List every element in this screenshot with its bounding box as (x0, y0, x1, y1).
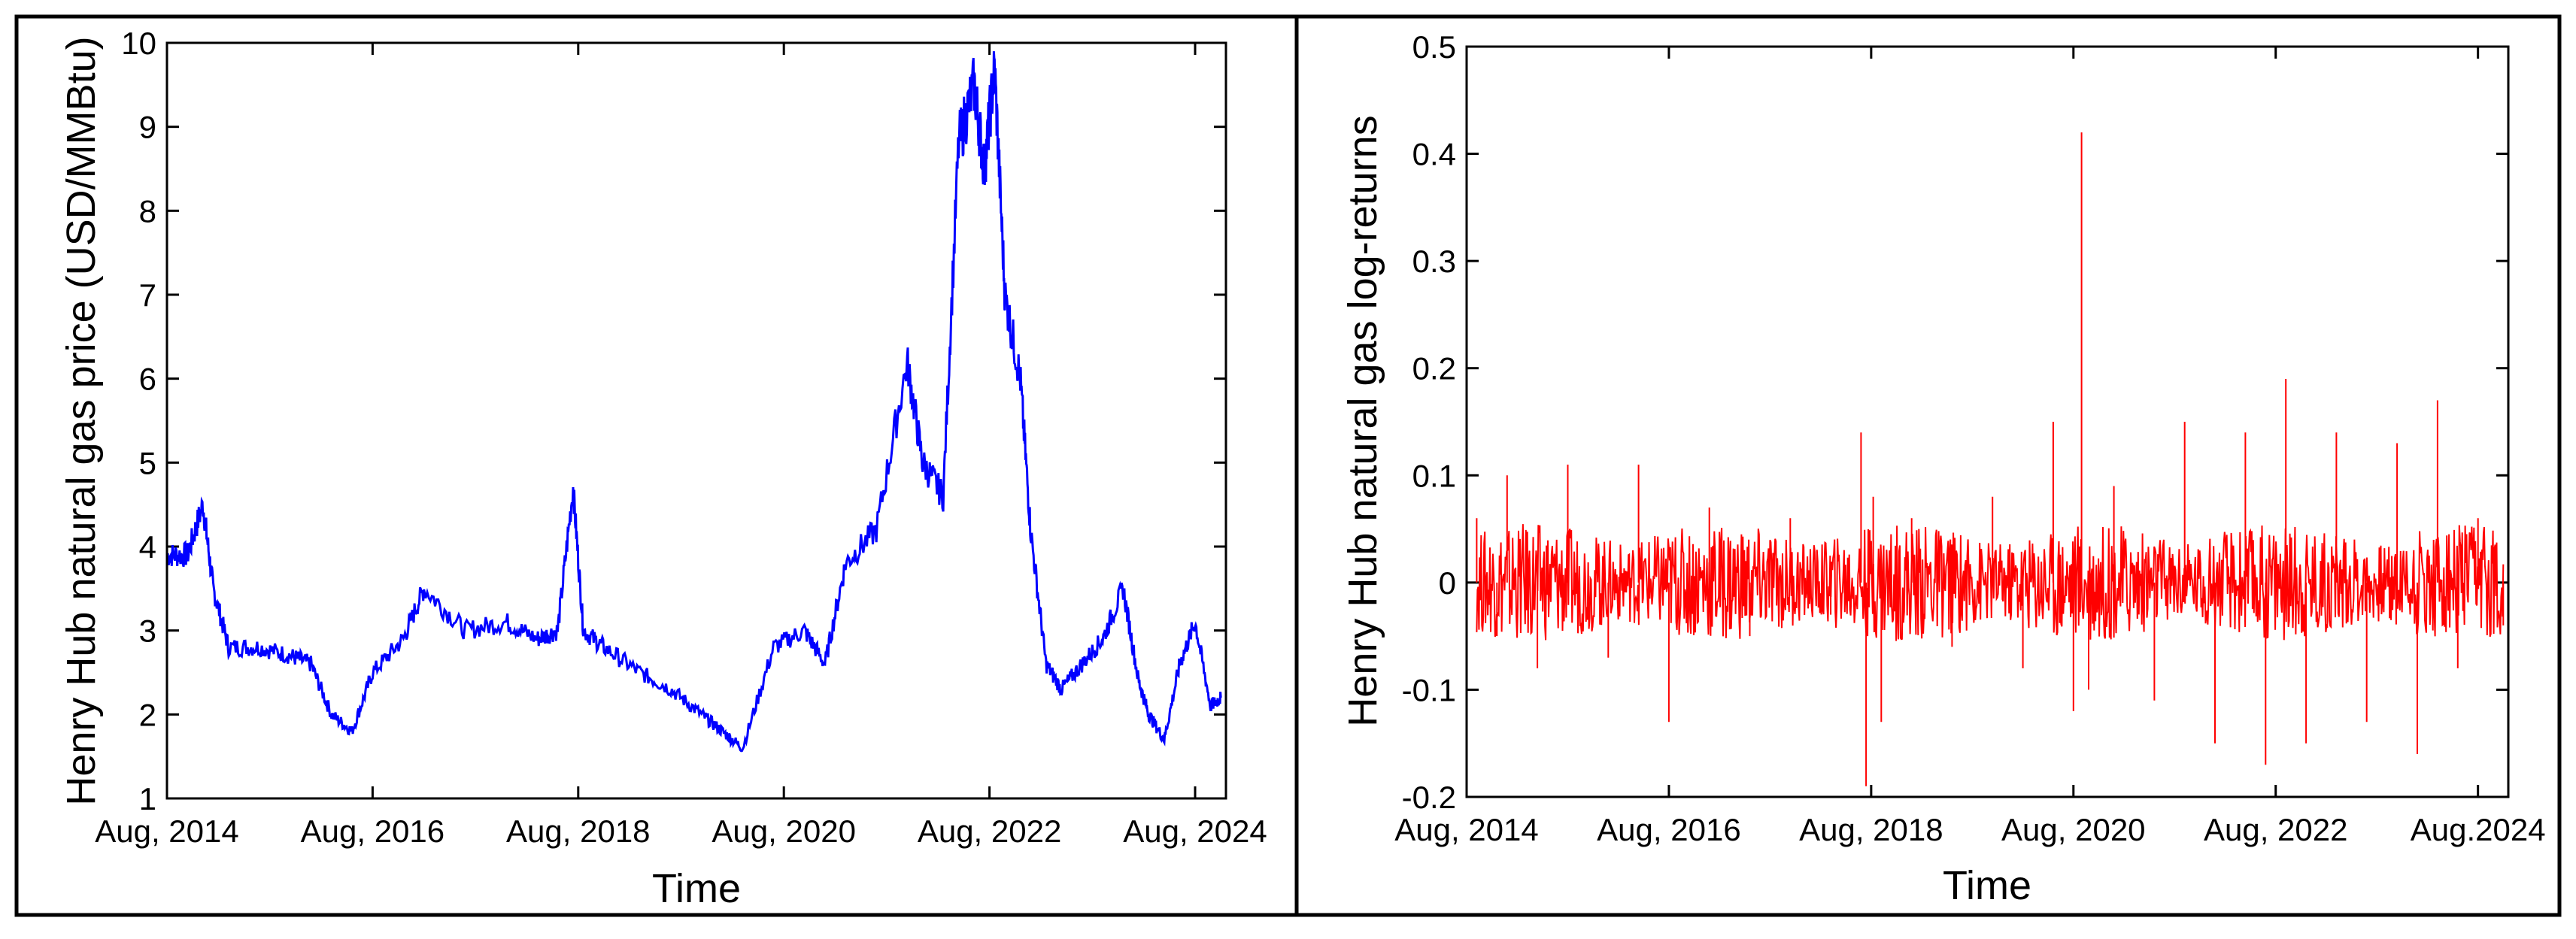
log-returns-x-axis-title: Time (1943, 863, 2031, 908)
price-ytick-label: 5 (139, 445, 156, 480)
price-xtick-label: Aug, 2014 (95, 813, 239, 849)
log-returns-chart: -0.2 -0.1 0 0.1 0.2 0.3 0.4 0.5 Aug, 2014 Aug, 20… (1340, 29, 2546, 908)
log-returns-ytick-label: 0.1 (1412, 458, 1456, 493)
log-returns-ytick-label: -0.1 (1402, 672, 1456, 707)
figure-frame (14, 14, 2562, 917)
price-xtick-label: Aug, 2022 (918, 813, 1062, 849)
price-x-axis-title: Time (652, 866, 741, 911)
log-returns-xtick-label: Aug, 2020 (2001, 812, 2146, 847)
log-returns-y-axis-title: Henry Hub natural gas log-returns (1340, 115, 1385, 726)
log-returns-ytick-label: 0 (1439, 565, 1456, 601)
price-ytick-label: 8 (139, 193, 156, 229)
price-ytick-label: 4 (139, 529, 156, 565)
price-ytick-label: 2 (139, 697, 156, 732)
log-returns-series-line (1476, 132, 2505, 786)
log-returns-ytick-label: -0.2 (1402, 780, 1456, 815)
price-ytick-label: 3 (139, 613, 156, 649)
log-returns-xtick-label: Aug.2024 (2411, 812, 2546, 847)
log-returns-ytick-label: 0.3 (1412, 244, 1456, 279)
log-returns-xtick-label: Aug, 2022 (2204, 812, 2348, 847)
log-returns-xtick-label: Aug, 2016 (1597, 812, 1741, 847)
log-returns-plot-area (1465, 45, 2510, 798)
price-ytick-label: 7 (139, 277, 156, 313)
log-returns-ytick-label: 0.5 (1412, 29, 1456, 65)
price-ytick-label: 9 (139, 110, 156, 145)
price-series-line (165, 51, 1222, 753)
price-ytick-label: 10 (121, 26, 156, 61)
price-ytick-label: 6 (139, 362, 156, 397)
log-returns-ytick-label: 0.2 (1412, 351, 1456, 386)
log-returns-xtick-label: Aug, 2014 (1394, 812, 1539, 847)
price-xtick-label: Aug, 2020 (712, 813, 856, 849)
price-chart: 1 2 3 4 5 6 7 8 9 10 Aug, 2014 Aug, 2016 Aug, 2018 Au… (59, 26, 1267, 911)
price-ytick-label: 1 (139, 781, 156, 816)
price-xtick-label: Aug, 2016 (301, 813, 445, 849)
log-returns-ytick-label: 0.4 (1412, 137, 1456, 172)
price-plot-area (165, 41, 1227, 800)
price-xtick-label: Aug, 2018 (506, 813, 651, 849)
price-xtick-label: Aug, 2024 (1123, 813, 1267, 849)
log-returns-xtick-label: Aug, 2018 (1799, 812, 1943, 847)
price-y-axis-title: Henry Hub natural gas price (USD/MMBtu) (59, 36, 104, 805)
